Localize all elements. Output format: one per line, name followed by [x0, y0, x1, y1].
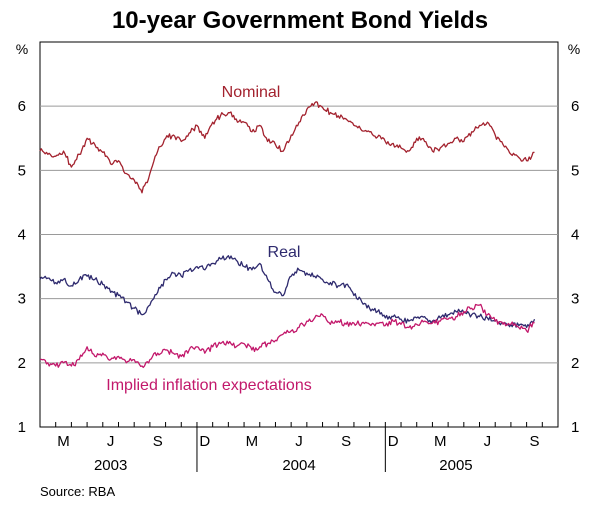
- series-line-nominal: [39, 101, 535, 194]
- y-tick-label-left: 2: [18, 355, 26, 372]
- y-unit-right: %: [568, 41, 580, 57]
- grid-layer: [40, 105, 558, 364]
- series-line-inflation: [39, 303, 535, 369]
- x-month-label: J: [295, 433, 303, 450]
- y-tick-labels: 1 1 2 2 3 3 4 4 5 5 6 6: [18, 98, 580, 436]
- y-tick-label-right: 1: [571, 419, 579, 436]
- x-month-label: J: [484, 433, 492, 450]
- y-unit-left: %: [16, 41, 28, 57]
- label-nominal: Nominal: [222, 84, 281, 101]
- x-month-label: D: [199, 433, 210, 450]
- y-tick-label-right: 3: [571, 291, 579, 308]
- label-inflation: Implied inflation expectations: [106, 377, 311, 394]
- x-month-label: M: [434, 433, 447, 450]
- x-year-label: 2004: [282, 457, 315, 474]
- x-month-label: D: [388, 433, 399, 450]
- y-tick-label-left: 4: [18, 227, 26, 244]
- chart-title: 10-year Government Bond Yields: [112, 7, 488, 34]
- label-real: Real: [268, 244, 301, 261]
- y-tick-label-right: 5: [571, 162, 579, 179]
- y-tick-label-right: 2: [571, 355, 579, 372]
- x-tick-labels: M J S D M J S D M J S 2003 2004 2005: [39, 422, 559, 474]
- y-tick-label-left: 3: [18, 291, 26, 308]
- y-tick-label-left: 1: [18, 419, 26, 436]
- y-tick-label-left: 6: [18, 98, 26, 115]
- x-month-label: S: [341, 433, 351, 450]
- x-month-label: M: [57, 433, 70, 450]
- series-layer: [39, 101, 536, 369]
- y-tick-label-left: 5: [18, 162, 26, 179]
- x-year-label: 2003: [94, 457, 127, 474]
- source-note: Source: RBA: [40, 484, 115, 499]
- y-tick-label-right: 6: [571, 98, 579, 115]
- x-month-label: S: [529, 433, 539, 450]
- x-month-label: M: [246, 433, 259, 450]
- x-year-label: 2005: [439, 457, 472, 474]
- x-month-label: J: [107, 433, 115, 450]
- x-month-label: S: [153, 433, 163, 450]
- series-line-real: [39, 255, 536, 329]
- y-tick-label-right: 4: [571, 227, 579, 244]
